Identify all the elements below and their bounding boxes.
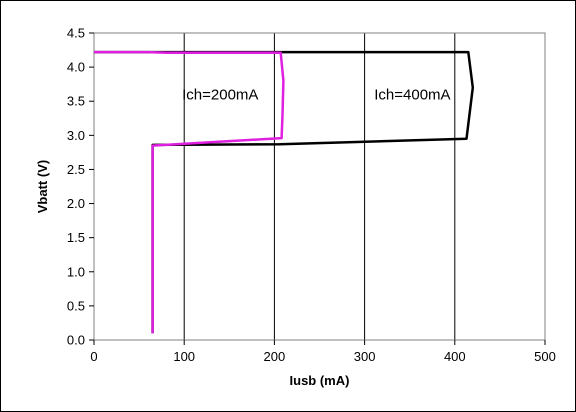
y-tick-label: 0.0	[67, 333, 85, 348]
y-tick-label: 1.0	[67, 264, 85, 279]
y-tick-label: 2.5	[67, 162, 85, 177]
grid	[183, 33, 456, 340]
y-tick-label: 2.0	[67, 196, 85, 211]
plot-area	[94, 33, 545, 340]
y-tick-label: 3.0	[67, 128, 85, 143]
x-tick-label: 200	[264, 349, 286, 364]
y-tick-label: 3.5	[67, 94, 85, 109]
series-lines	[94, 50, 475, 334]
x-tick-label: 0	[90, 349, 97, 364]
x-tick-label: 100	[173, 349, 195, 364]
y-axis-title: Vbatt (V)	[35, 160, 50, 213]
x-tick-label: 300	[354, 349, 376, 364]
x-tick-label: 500	[534, 349, 556, 364]
annotations: Ich=200mA Ich=400mA	[182, 86, 450, 103]
y-tick-label: 4.5	[67, 26, 85, 41]
annotation-label: Ich=200mA	[182, 86, 258, 103]
y-tick-label: 0.5	[67, 298, 85, 313]
x-axis-title: Iusb (mA)	[290, 373, 350, 388]
series-line-2	[94, 50, 285, 334]
x-tick-label: 400	[444, 349, 466, 364]
annotation-label: Ich=400mA	[374, 86, 450, 103]
y-tick-label: 1.5	[67, 230, 85, 245]
plot-border	[93, 32, 546, 341]
ticks: 0 100 200 300 400 500 0.0 0.5 1.0 1.5 2.0 2.5 3.0 3.5…	[67, 26, 556, 365]
y-tick-label: 4.0	[67, 60, 85, 75]
